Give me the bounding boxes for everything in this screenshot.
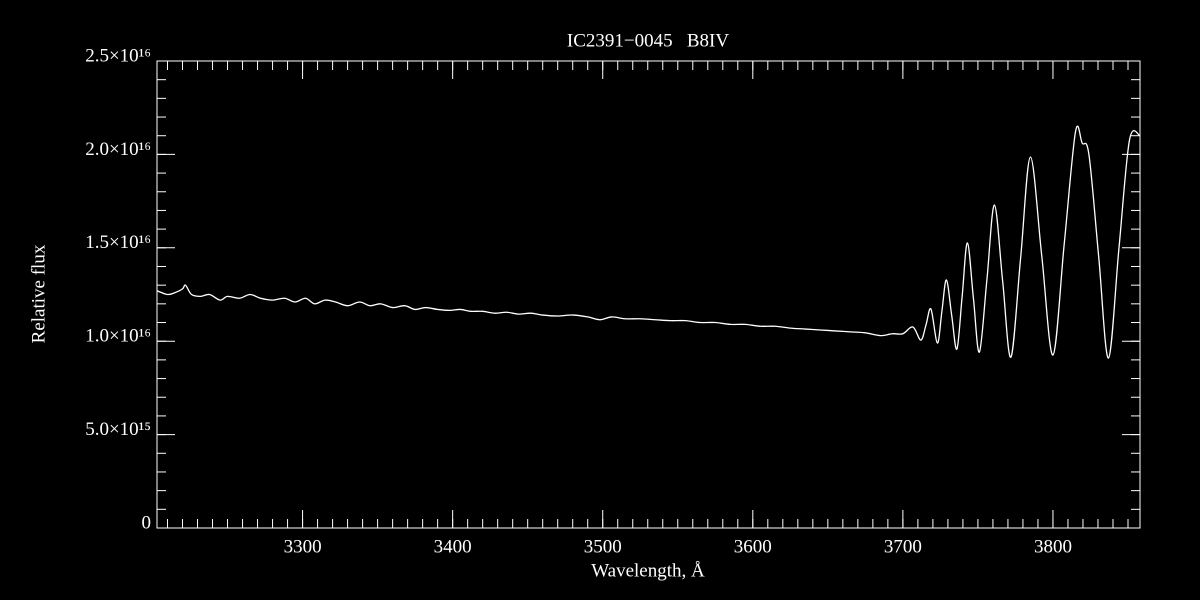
x-tick-label: 3400	[434, 536, 472, 557]
x-tick-label: 3700	[884, 536, 922, 557]
x-tick-label: 3300	[284, 536, 322, 557]
y-tick-label: 5.0×10¹⁵	[85, 419, 151, 440]
y-tick-label: 2.5×10¹⁶	[85, 45, 151, 66]
x-tick-label: 3500	[584, 536, 622, 557]
y-axis-label: Relative flux	[28, 244, 49, 343]
x-tick-label: 3800	[1034, 536, 1072, 557]
y-tick-label: 0	[142, 512, 152, 533]
y-tick-label: 2.0×10¹⁶	[85, 139, 151, 160]
y-tick-label: 1.5×10¹⁶	[85, 232, 151, 253]
x-axis-label: Wavelength, Å	[591, 560, 705, 581]
spectrum-line	[156, 125, 1141, 359]
x-tick-label: 3600	[734, 536, 772, 557]
plot-frame	[156, 60, 1141, 529]
y-tick-label: 1.0×10¹⁶	[85, 326, 151, 347]
chart-title: IC2391−0045 B8IV	[567, 30, 729, 51]
